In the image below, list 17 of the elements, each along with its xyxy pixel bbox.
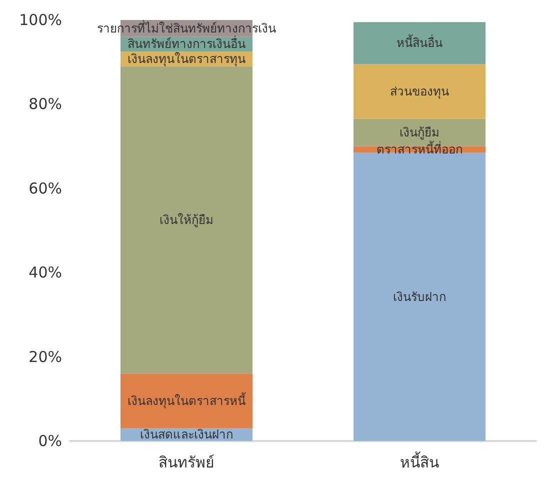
y-tick-label: 100%: [19, 11, 62, 29]
series-label: เงินรับฝาก: [393, 290, 446, 304]
series-label: เงินกู้ยืม: [400, 126, 440, 141]
series-label: เงินลงทุนในตราสารทุน: [128, 52, 246, 67]
y-tick-label: 40%: [28, 264, 62, 282]
series-label: เงินให้กู้ยืม: [160, 212, 214, 228]
y-tick-label: 80%: [28, 95, 62, 114]
y-tick-label: 60%: [28, 179, 62, 198]
series-label: ส่วนของทุน: [390, 84, 449, 100]
y-tick-label: 20%: [28, 348, 62, 366]
series-label: เงินสดและเงินฝาก: [140, 428, 233, 442]
series-label: สินทรัพย์ทางการเงินอื่น: [128, 35, 246, 52]
series-label: หนี้สินอื่น: [396, 34, 442, 50]
series-label: เงินลงทุนในตราสารหนี้: [128, 392, 246, 410]
y-tick-label: 0%: [38, 432, 62, 450]
x-tick-label: สินทรัพย์: [158, 454, 214, 472]
x-tick-label: หนี้สิน: [400, 452, 439, 472]
